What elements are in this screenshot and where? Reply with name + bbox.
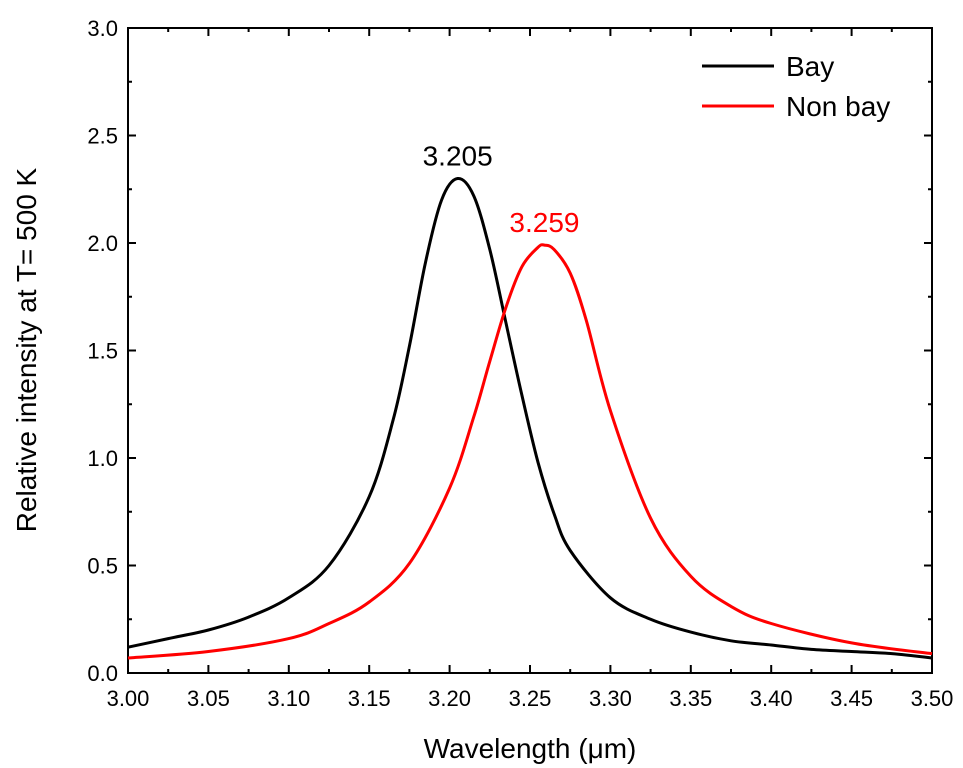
x-axis-label: Wavelength (μm) (424, 733, 637, 764)
y-tick-label: 3.0 (87, 16, 118, 41)
series-line-non-bay (127, 243, 933, 660)
x-tick-label: 3.00 (107, 686, 150, 711)
y-axis-label: Relative intensity at T= 500 K (11, 167, 42, 532)
y-tick-label: 0.5 (87, 554, 118, 579)
x-tick-label: 3.30 (589, 686, 632, 711)
x-tick-label: 3.25 (509, 686, 552, 711)
y-tick-label: 2.0 (87, 231, 118, 256)
plot-frame (127, 27, 933, 674)
y-tick-label: 0.0 (87, 661, 118, 686)
peak-label-bay: 3.205 (423, 141, 493, 172)
legend-label-non-bay: Non bay (786, 91, 890, 122)
x-tick-label: 3.35 (669, 686, 712, 711)
peak-labels: 3.205 3.259 (423, 141, 580, 239)
x-tick-label: 3.05 (187, 686, 230, 711)
y-tick-label: 1.5 (87, 339, 118, 364)
x-tick-labels: 3.00 3.05 3.10 3.15 3.20 3.25 3.30 3.35 3.40 3.45… (107, 686, 954, 711)
series-line-bay (127, 176, 933, 660)
x-tick-label: 3.50 (911, 686, 954, 711)
x-tick-label: 3.15 (348, 686, 391, 711)
series-layer (127, 176, 933, 660)
x-tick-label: 3.45 (830, 686, 873, 711)
x-tick-label: 3.20 (428, 686, 471, 711)
axis-ticks (127, 27, 933, 674)
x-tick-label: 3.40 (750, 686, 793, 711)
legend: Bay Non bay (702, 51, 890, 122)
y-tick-label: 1.0 (87, 446, 118, 471)
peak-label-non-bay: 3.259 (509, 207, 579, 238)
legend-label-bay: Bay (786, 51, 834, 82)
y-tick-labels: 0.0 0.5 1.0 1.5 2.0 2.5 3.0 (87, 16, 118, 686)
y-tick-label: 2.5 (87, 124, 118, 149)
x-tick-label: 3.10 (267, 686, 310, 711)
